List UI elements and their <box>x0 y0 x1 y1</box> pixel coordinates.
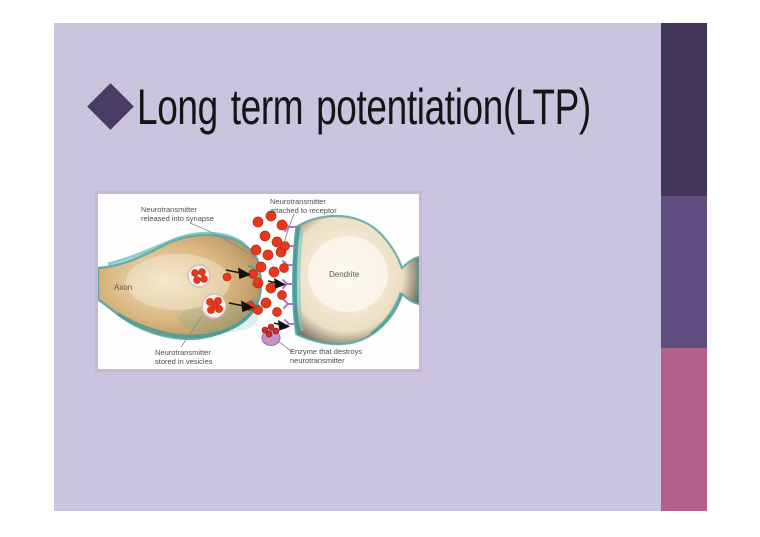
arrow-icons <box>225 267 290 331</box>
slide-title: Long term potentiation(LTP) <box>137 79 591 135</box>
slide-background: Long term potentiation(LTP) <box>54 23 707 511</box>
label-dendrite: Dendrite <box>329 270 360 279</box>
sidebar-band-pink <box>661 348 707 511</box>
synapse-figure: Neurotransmitter released into synapse Ne… <box>95 191 422 372</box>
figure-labels: Neurotransmitter released into synapse Ne… <box>114 197 362 366</box>
dendrite-shape <box>292 214 419 346</box>
label-axon: Axon <box>114 283 132 292</box>
sidebar-band-medium <box>661 196 707 348</box>
label-released: Neurotransmitter released into synapse <box>141 205 214 223</box>
synapse-diagram: Neurotransmitter released into synapse Ne… <box>98 197 419 366</box>
sidebar-band-dark <box>661 23 707 196</box>
label-pointer-lines <box>180 213 295 353</box>
neurotransmitter-dots <box>245 210 290 317</box>
label-enzyme: Enzyme that destroys neurotransmitter <box>290 347 362 365</box>
diamond-bullet-icon <box>87 83 134 130</box>
label-stored: Neurotransmitter stored in vesicles <box>155 348 213 366</box>
enzyme-blob <box>261 323 281 346</box>
label-attached: Neurotransmitter attached to receptor <box>270 197 337 215</box>
vesicles <box>187 264 232 319</box>
